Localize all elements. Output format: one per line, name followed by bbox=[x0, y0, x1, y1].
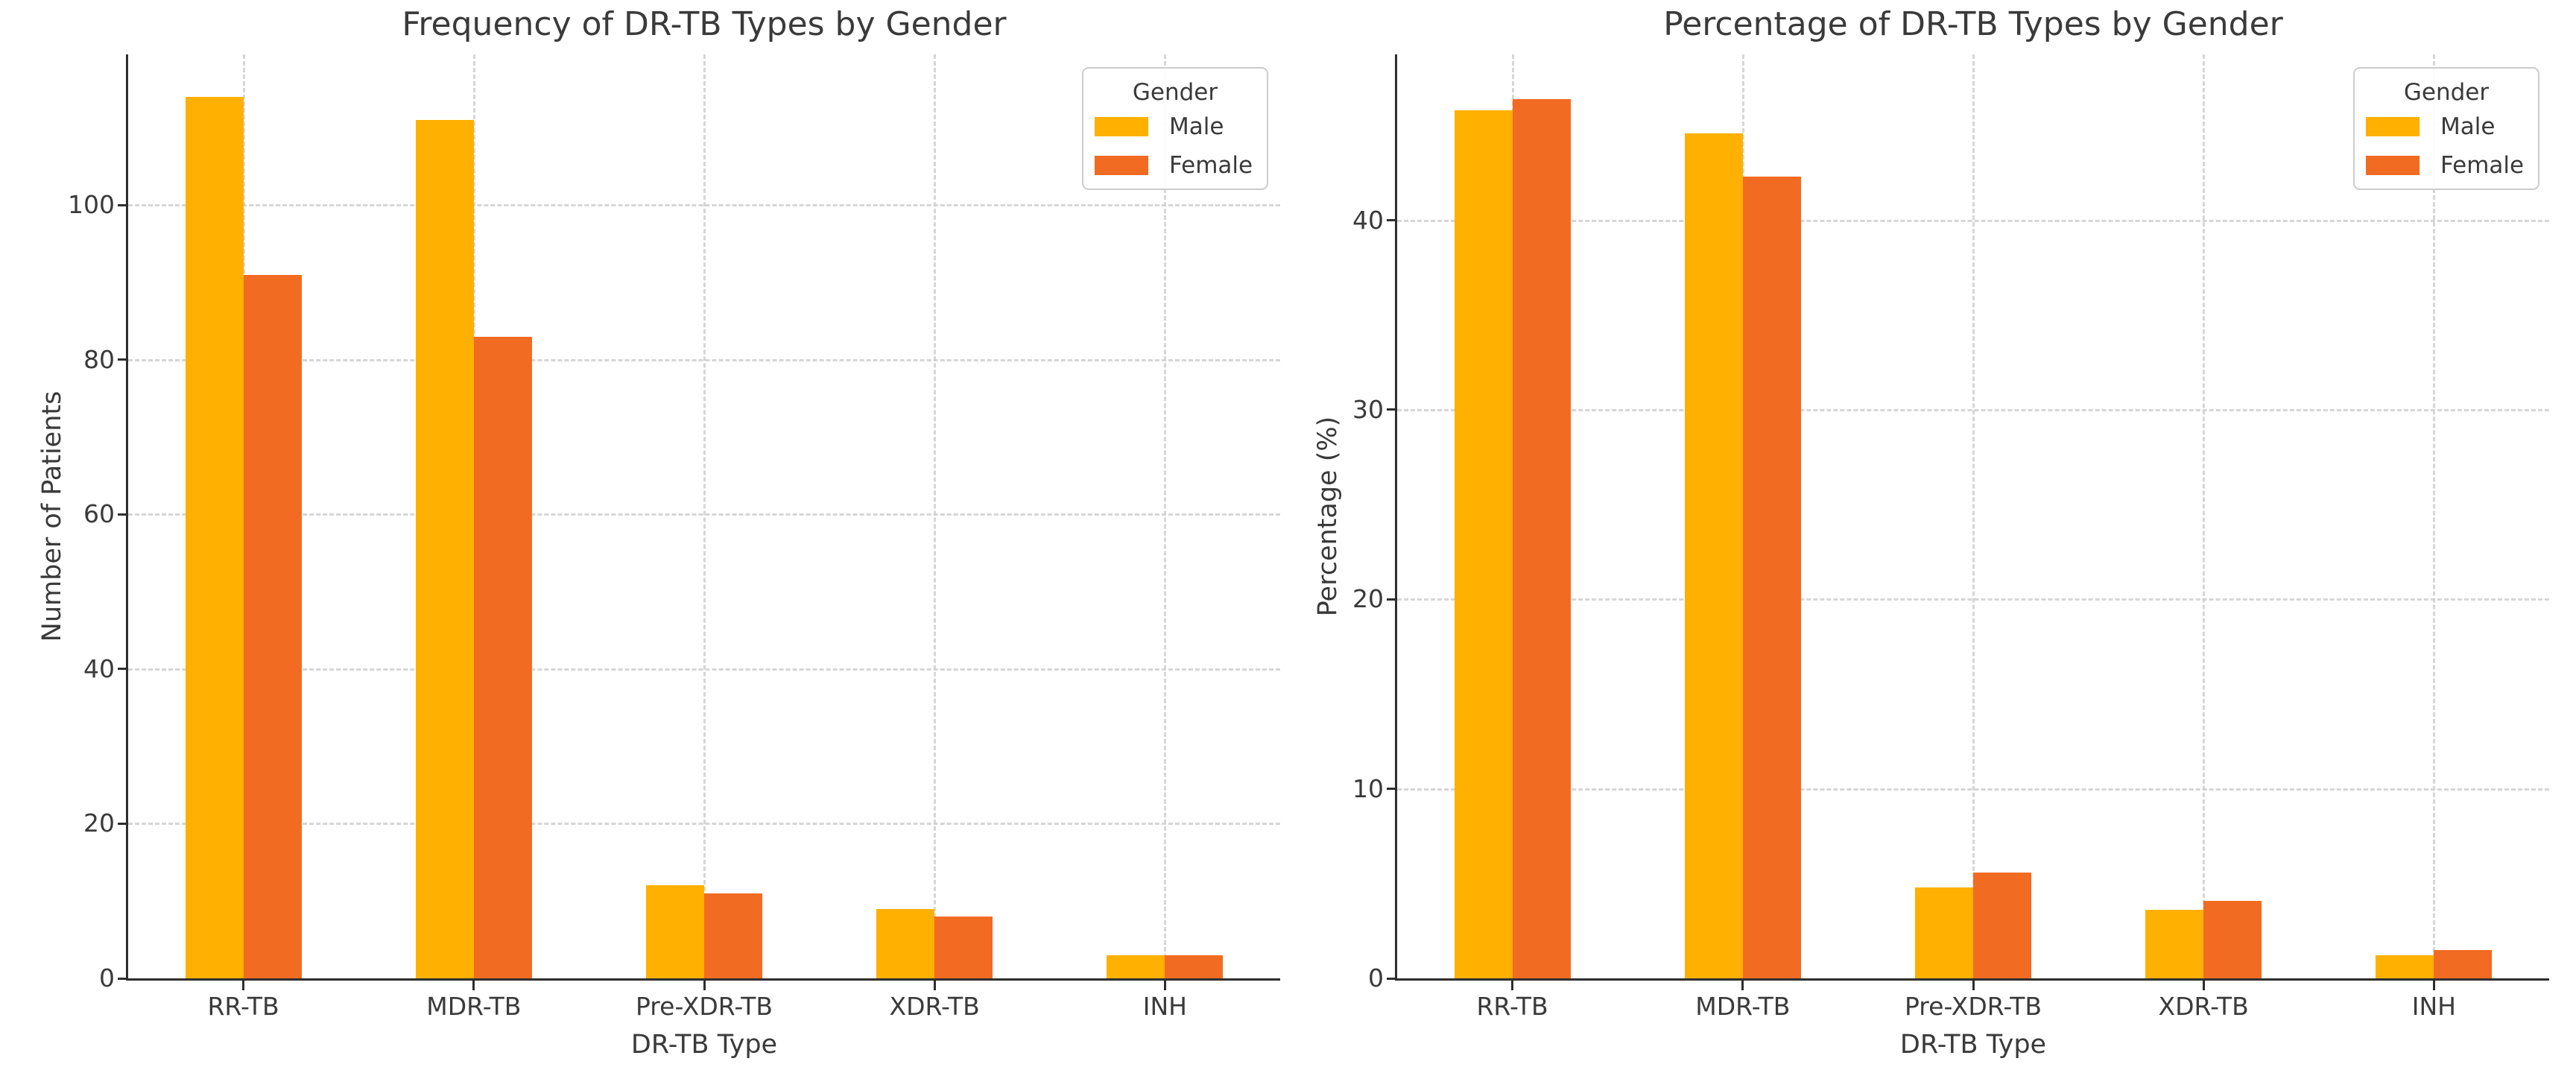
v-gridline bbox=[2433, 54, 2436, 978]
y-tickmark bbox=[1387, 788, 1397, 791]
legend-entry-male: Male bbox=[1095, 113, 1224, 140]
bar-female-XDR-TB bbox=[2203, 900, 2262, 978]
legend-label: Male bbox=[1169, 113, 1224, 140]
legend-label: Female bbox=[1169, 152, 1253, 179]
x-tickmark bbox=[933, 980, 936, 990]
x-tick-label: Pre-XDR-TB bbox=[635, 992, 773, 1021]
x-tickmark bbox=[2432, 980, 2435, 990]
y-tick-label: 0 bbox=[1368, 963, 1384, 993]
y-tickmark bbox=[1387, 408, 1397, 411]
y-tick-label: 40 bbox=[1352, 205, 1384, 235]
male-swatch bbox=[1095, 117, 1148, 136]
bar-female-XDR-TB bbox=[934, 916, 993, 978]
bar-male-MDR-TB bbox=[1684, 133, 1743, 978]
bar-female-INH bbox=[1165, 955, 1224, 978]
bar-male-Pre-XDR-TB bbox=[1915, 887, 1973, 978]
y-tick-label: 20 bbox=[83, 808, 115, 838]
x-tickmark bbox=[1972, 980, 1975, 990]
chart-title: Frequency of DR-TB Types by Gender bbox=[402, 5, 1007, 43]
bar-female-MDR-TB bbox=[473, 336, 532, 978]
v-gridline bbox=[1164, 54, 1167, 978]
legend-title: Gender bbox=[2403, 79, 2490, 106]
x-tickmark bbox=[1741, 980, 1744, 990]
y-axis-spine bbox=[126, 54, 128, 981]
x-tickmark bbox=[472, 980, 475, 990]
bar-male-INH bbox=[2376, 955, 2434, 978]
y-tickmark bbox=[118, 203, 128, 206]
x-tickmark bbox=[703, 980, 706, 990]
v-gridline bbox=[703, 54, 706, 978]
x-tick-label: INH bbox=[1142, 992, 1187, 1021]
legend: Gender Male Female bbox=[1082, 67, 1268, 190]
x-axis-label: DR-TB Type bbox=[1899, 1030, 2047, 1060]
bar-male-Pre-XDR-TB bbox=[646, 885, 704, 978]
x-tick-label: Pre-XDR-TB bbox=[1904, 992, 2042, 1021]
legend-entry-female: Female bbox=[1095, 152, 1253, 179]
x-axis-label: DR-TB Type bbox=[630, 1030, 778, 1060]
legend-entry-female: Female bbox=[2366, 152, 2525, 179]
y-tickmark bbox=[1387, 977, 1397, 980]
y-tickmark bbox=[118, 977, 128, 980]
bar-female-RR-TB bbox=[1512, 98, 1571, 978]
bar-male-XDR-TB bbox=[876, 908, 935, 978]
y-tickmark bbox=[118, 358, 128, 361]
x-tick-label: RR-TB bbox=[1476, 992, 1548, 1021]
legend-label: Male bbox=[2440, 113, 2496, 140]
bar-female-INH bbox=[2434, 949, 2493, 978]
v-gridline bbox=[2203, 54, 2206, 978]
male-swatch bbox=[2366, 117, 2420, 136]
chart-title: Percentage of DR-TB Types by Gender bbox=[1663, 5, 2283, 43]
x-tick-label: MDR-TB bbox=[1695, 992, 1791, 1021]
y-tickmark bbox=[1387, 219, 1397, 222]
x-tick-label: MDR-TB bbox=[426, 992, 522, 1021]
bar-female-Pre-XDR-TB bbox=[704, 893, 762, 978]
y-tick-label: 80 bbox=[83, 344, 115, 374]
legend-entry-male: Male bbox=[2366, 113, 2496, 140]
x-tick-label: XDR-TB bbox=[2158, 992, 2249, 1021]
bar-female-Pre-XDR-TB bbox=[1973, 872, 2031, 978]
female-swatch bbox=[2366, 156, 2420, 175]
y-tickmark bbox=[118, 668, 128, 671]
y-axis-spine bbox=[1395, 54, 1397, 981]
x-tick-label: INH bbox=[2411, 992, 2456, 1021]
v-gridline bbox=[934, 54, 937, 978]
y-tick-label: 100 bbox=[68, 190, 115, 220]
v-gridline bbox=[1972, 54, 1975, 978]
y-tick-label: 20 bbox=[1352, 584, 1384, 614]
y-tickmark bbox=[118, 513, 128, 516]
legend: Gender Male Female bbox=[2353, 67, 2539, 190]
y-tick-label: 60 bbox=[83, 499, 115, 529]
x-tick-label: RR-TB bbox=[207, 992, 279, 1021]
bar-male-MDR-TB bbox=[415, 120, 474, 978]
bar-female-MDR-TB bbox=[1742, 177, 1801, 978]
x-axis-spine bbox=[1395, 978, 2549, 981]
x-tick-label: XDR-TB bbox=[889, 992, 980, 1021]
x-tickmark bbox=[1511, 980, 1514, 990]
legend-title: Gender bbox=[1132, 79, 1218, 106]
bar-male-XDR-TB bbox=[2145, 910, 2204, 978]
y-tickmark bbox=[118, 822, 128, 825]
y-tick-label: 40 bbox=[83, 653, 115, 683]
female-swatch bbox=[1095, 156, 1148, 175]
bar-female-RR-TB bbox=[243, 274, 302, 978]
bar-male-INH bbox=[1107, 955, 1165, 978]
x-tickmark bbox=[1163, 980, 1166, 990]
y-tickmark bbox=[1387, 598, 1397, 601]
x-tickmark bbox=[242, 980, 245, 990]
bar-male-RR-TB bbox=[1454, 110, 1513, 978]
x-tickmark bbox=[2202, 980, 2205, 990]
y-tick-label: 30 bbox=[1352, 394, 1384, 424]
x-axis-spine bbox=[126, 978, 1280, 981]
y-tick-label: 0 bbox=[99, 963, 115, 993]
bar-male-RR-TB bbox=[185, 97, 244, 978]
y-tick-label: 10 bbox=[1352, 773, 1384, 803]
legend-label: Female bbox=[2440, 152, 2525, 179]
